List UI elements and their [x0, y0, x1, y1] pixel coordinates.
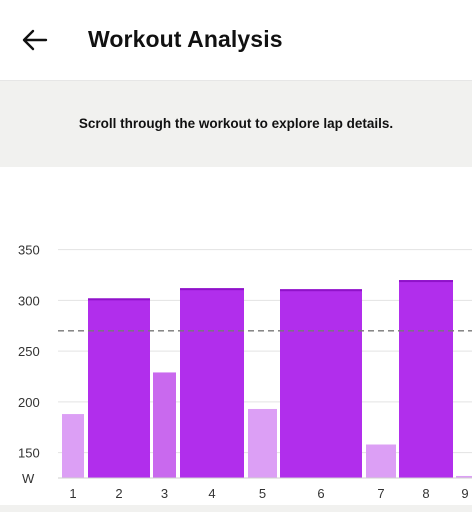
- scroll-track[interactable]: [0, 505, 472, 512]
- lap-bar-cap: [88, 298, 150, 301]
- lap-bar-1[interactable]: [62, 414, 84, 478]
- x-tick-label: 8: [422, 486, 429, 501]
- x-tick-label: 1: [69, 486, 76, 501]
- lap-bar-4[interactable]: [180, 288, 244, 478]
- x-tick-label: 6: [317, 486, 324, 501]
- x-tick-label: 4: [208, 486, 215, 501]
- back-button[interactable]: [18, 24, 52, 56]
- lap-bar-cap: [399, 280, 453, 283]
- app-header: Workout Analysis: [0, 0, 472, 81]
- lap-bar-5[interactable]: [248, 408, 277, 478]
- y-axis-label: W: [22, 471, 35, 486]
- lap-bar-2[interactable]: [88, 298, 150, 478]
- y-tick-label: 300: [18, 293, 40, 308]
- x-tick-label: 9: [461, 486, 468, 501]
- lap-bar-6[interactable]: [280, 289, 362, 478]
- y-tick-label: 250: [18, 344, 40, 359]
- x-tick-label: 3: [161, 486, 168, 501]
- y-tick-label: 350: [18, 243, 40, 258]
- lap-bar-cap: [280, 289, 362, 292]
- info-banner: Scroll through the workout to explore la…: [0, 81, 472, 167]
- x-tick-label: 5: [259, 486, 266, 501]
- lap-bar-8[interactable]: [399, 280, 453, 478]
- chart-canvas[interactable]: 150 200 250 300 350 W 1 2 3 4 5 6 7 8 9: [0, 167, 472, 512]
- y-tick-label: 200: [18, 395, 40, 410]
- lap-bar-7[interactable]: [366, 444, 396, 478]
- lap-bar-cap: [180, 288, 244, 291]
- lap-bar-3[interactable]: [153, 372, 176, 478]
- banner-text: Scroll through the workout to explore la…: [78, 116, 394, 131]
- page-title: Workout Analysis: [88, 26, 283, 52]
- x-tick-label: 2: [115, 486, 122, 501]
- y-tick-label: 150: [18, 446, 40, 461]
- lap-power-chart[interactable]: 150 200 250 300 350 W 1 2 3 4 5 6 7 8 9: [0, 167, 472, 512]
- lap-bar-9[interactable]: [456, 475, 472, 478]
- x-tick-label: 7: [377, 486, 384, 501]
- arrow-left-icon: [22, 29, 48, 51]
